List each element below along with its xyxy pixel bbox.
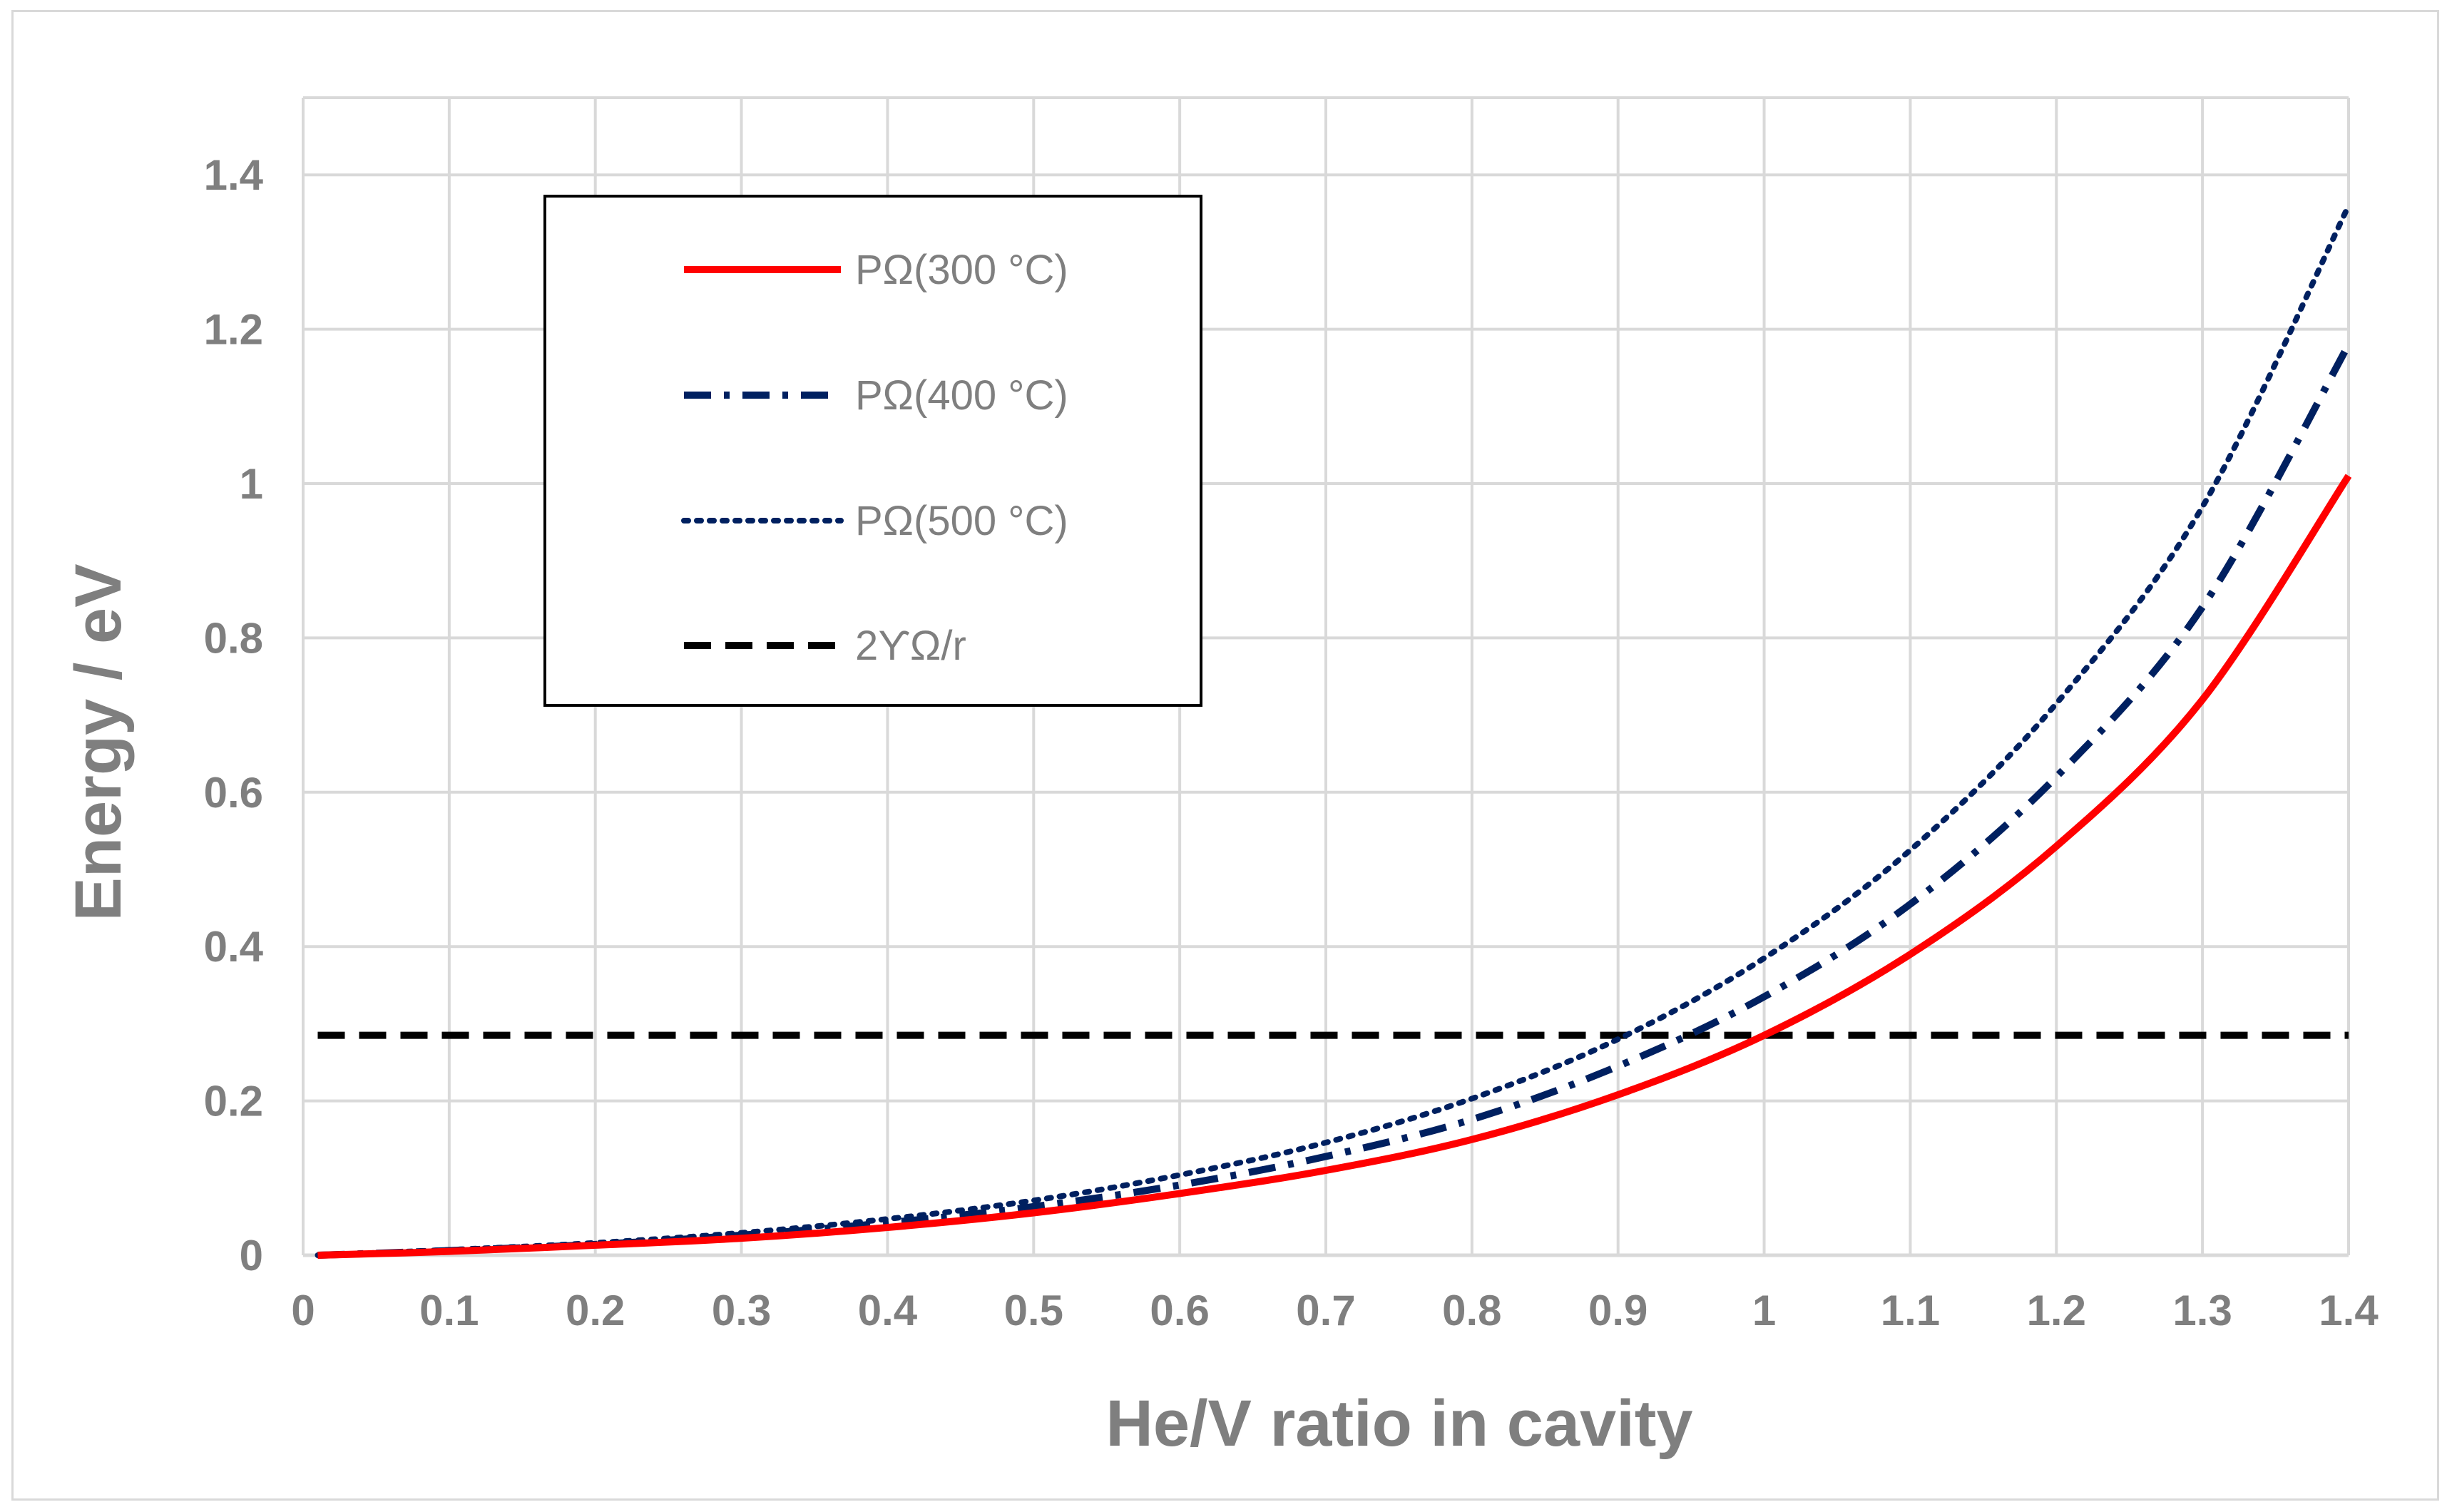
y-tick-label: 0.8 bbox=[204, 614, 263, 662]
series-lines bbox=[315, 203, 2352, 1259]
x-tick-label: 0.7 bbox=[1296, 1287, 1355, 1334]
y-tick-label: 0.6 bbox=[204, 769, 263, 817]
legend-box bbox=[543, 195, 1202, 707]
y-tick-label: 1 bbox=[240, 460, 263, 508]
legend-label: PΩ(300 °C) bbox=[855, 247, 1068, 293]
legend: PΩ(300 °C) PΩ(400 °C) PΩ(500 °C) 2ϒΩ/r bbox=[543, 195, 1202, 707]
x-tick-label: 1.1 bbox=[1881, 1287, 1940, 1334]
x-tick-label: 0.4 bbox=[858, 1287, 918, 1334]
x-tick-label: 0.3 bbox=[712, 1287, 771, 1334]
x-tick-label: 1 bbox=[1752, 1287, 1776, 1334]
x-tick-label: 1.3 bbox=[2172, 1287, 2232, 1334]
y-tick-label: 1.4 bbox=[204, 151, 264, 199]
y-tick-label: 0.4 bbox=[204, 923, 264, 971]
x-tick-label: 0.1 bbox=[419, 1287, 479, 1334]
legend-label: PΩ(400 °C) bbox=[855, 372, 1068, 419]
x-tick-label: 0.6 bbox=[1150, 1287, 1209, 1334]
y-tick-label: 1.2 bbox=[204, 306, 263, 354]
legend-label: PΩ(500 °C) bbox=[855, 498, 1068, 544]
y-axis-title: Energy / eV bbox=[62, 563, 135, 921]
chart-svg: 0 0.1 0.2 0.3 0.4 0.5 0.6 0.7 0.8 0.9 1 1.1 1.2 1.3 1.… bbox=[62, 96, 2379, 1460]
x-axis-title: He/V ratio in cavity bbox=[1105, 1387, 1692, 1460]
y-tick-label: 0.2 bbox=[204, 1078, 263, 1125]
x-tick-label: 0.8 bbox=[1442, 1287, 1501, 1334]
x-tick-label: 0.9 bbox=[1588, 1287, 1648, 1334]
x-tick-label: 1.2 bbox=[2027, 1287, 2086, 1334]
x-tick-label: 0.2 bbox=[566, 1287, 625, 1334]
x-tick-label: 0.5 bbox=[1004, 1287, 1063, 1334]
x-tick-label: 0 bbox=[291, 1287, 315, 1334]
tick-labels: 0 0.1 0.2 0.3 0.4 0.5 0.6 0.7 0.8 0.9 1 1.1 1.2 1.3 1.… bbox=[204, 151, 2379, 1334]
legend-label: 2ϒΩ/r bbox=[855, 623, 966, 669]
x-tick-label: 1.4 bbox=[2319, 1287, 2379, 1334]
y-tick-label: 0 bbox=[240, 1232, 263, 1279]
chart-figure: 0 0.1 0.2 0.3 0.4 0.5 0.6 0.7 0.8 0.9 1 1.1 1.2 1.3 1.… bbox=[11, 10, 2439, 1501]
series-line-0 bbox=[317, 474, 2352, 1259]
